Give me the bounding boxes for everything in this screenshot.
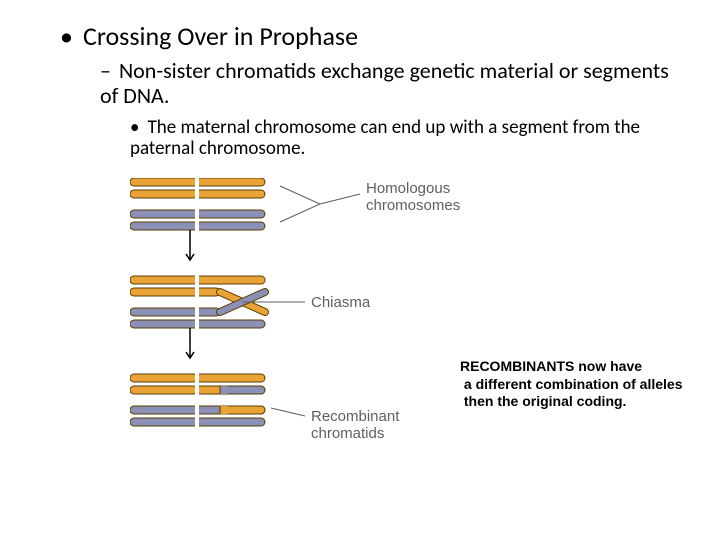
bullet-level1-text: Crossing Over in Prophase — [83, 20, 358, 52]
label-homologous-chromosomes: Homologous chromosomes — [366, 180, 460, 214]
bullet-level2: –Non-sister chromatids exchange genetic … — [100, 58, 690, 109]
diagram-svg — [130, 178, 690, 498]
bullet-level3-text: The maternal chromosome can end up with … — [130, 116, 640, 161]
label-chiasma: Chiasma — [311, 294, 370, 311]
bullet-level2-text: Non-sister chromatids exchange genetic m… — [100, 57, 669, 109]
bullet-dot-small: • — [130, 116, 139, 139]
bullet-level1: • Crossing Over in Prophase — [60, 20, 690, 52]
crossing-over-diagram: Homologous chromosomes Chiasma Recombina… — [130, 178, 690, 498]
bullet-dot: • — [60, 20, 73, 52]
bullet-level3: •The maternal chromosome can end up with… — [130, 117, 690, 161]
label-recombinant-chromatids: Recombinant chromatids — [311, 408, 399, 442]
recombinants-note: RECOMBINANTS now have a different combin… — [460, 358, 682, 411]
bullet-dash: – — [100, 57, 111, 84]
